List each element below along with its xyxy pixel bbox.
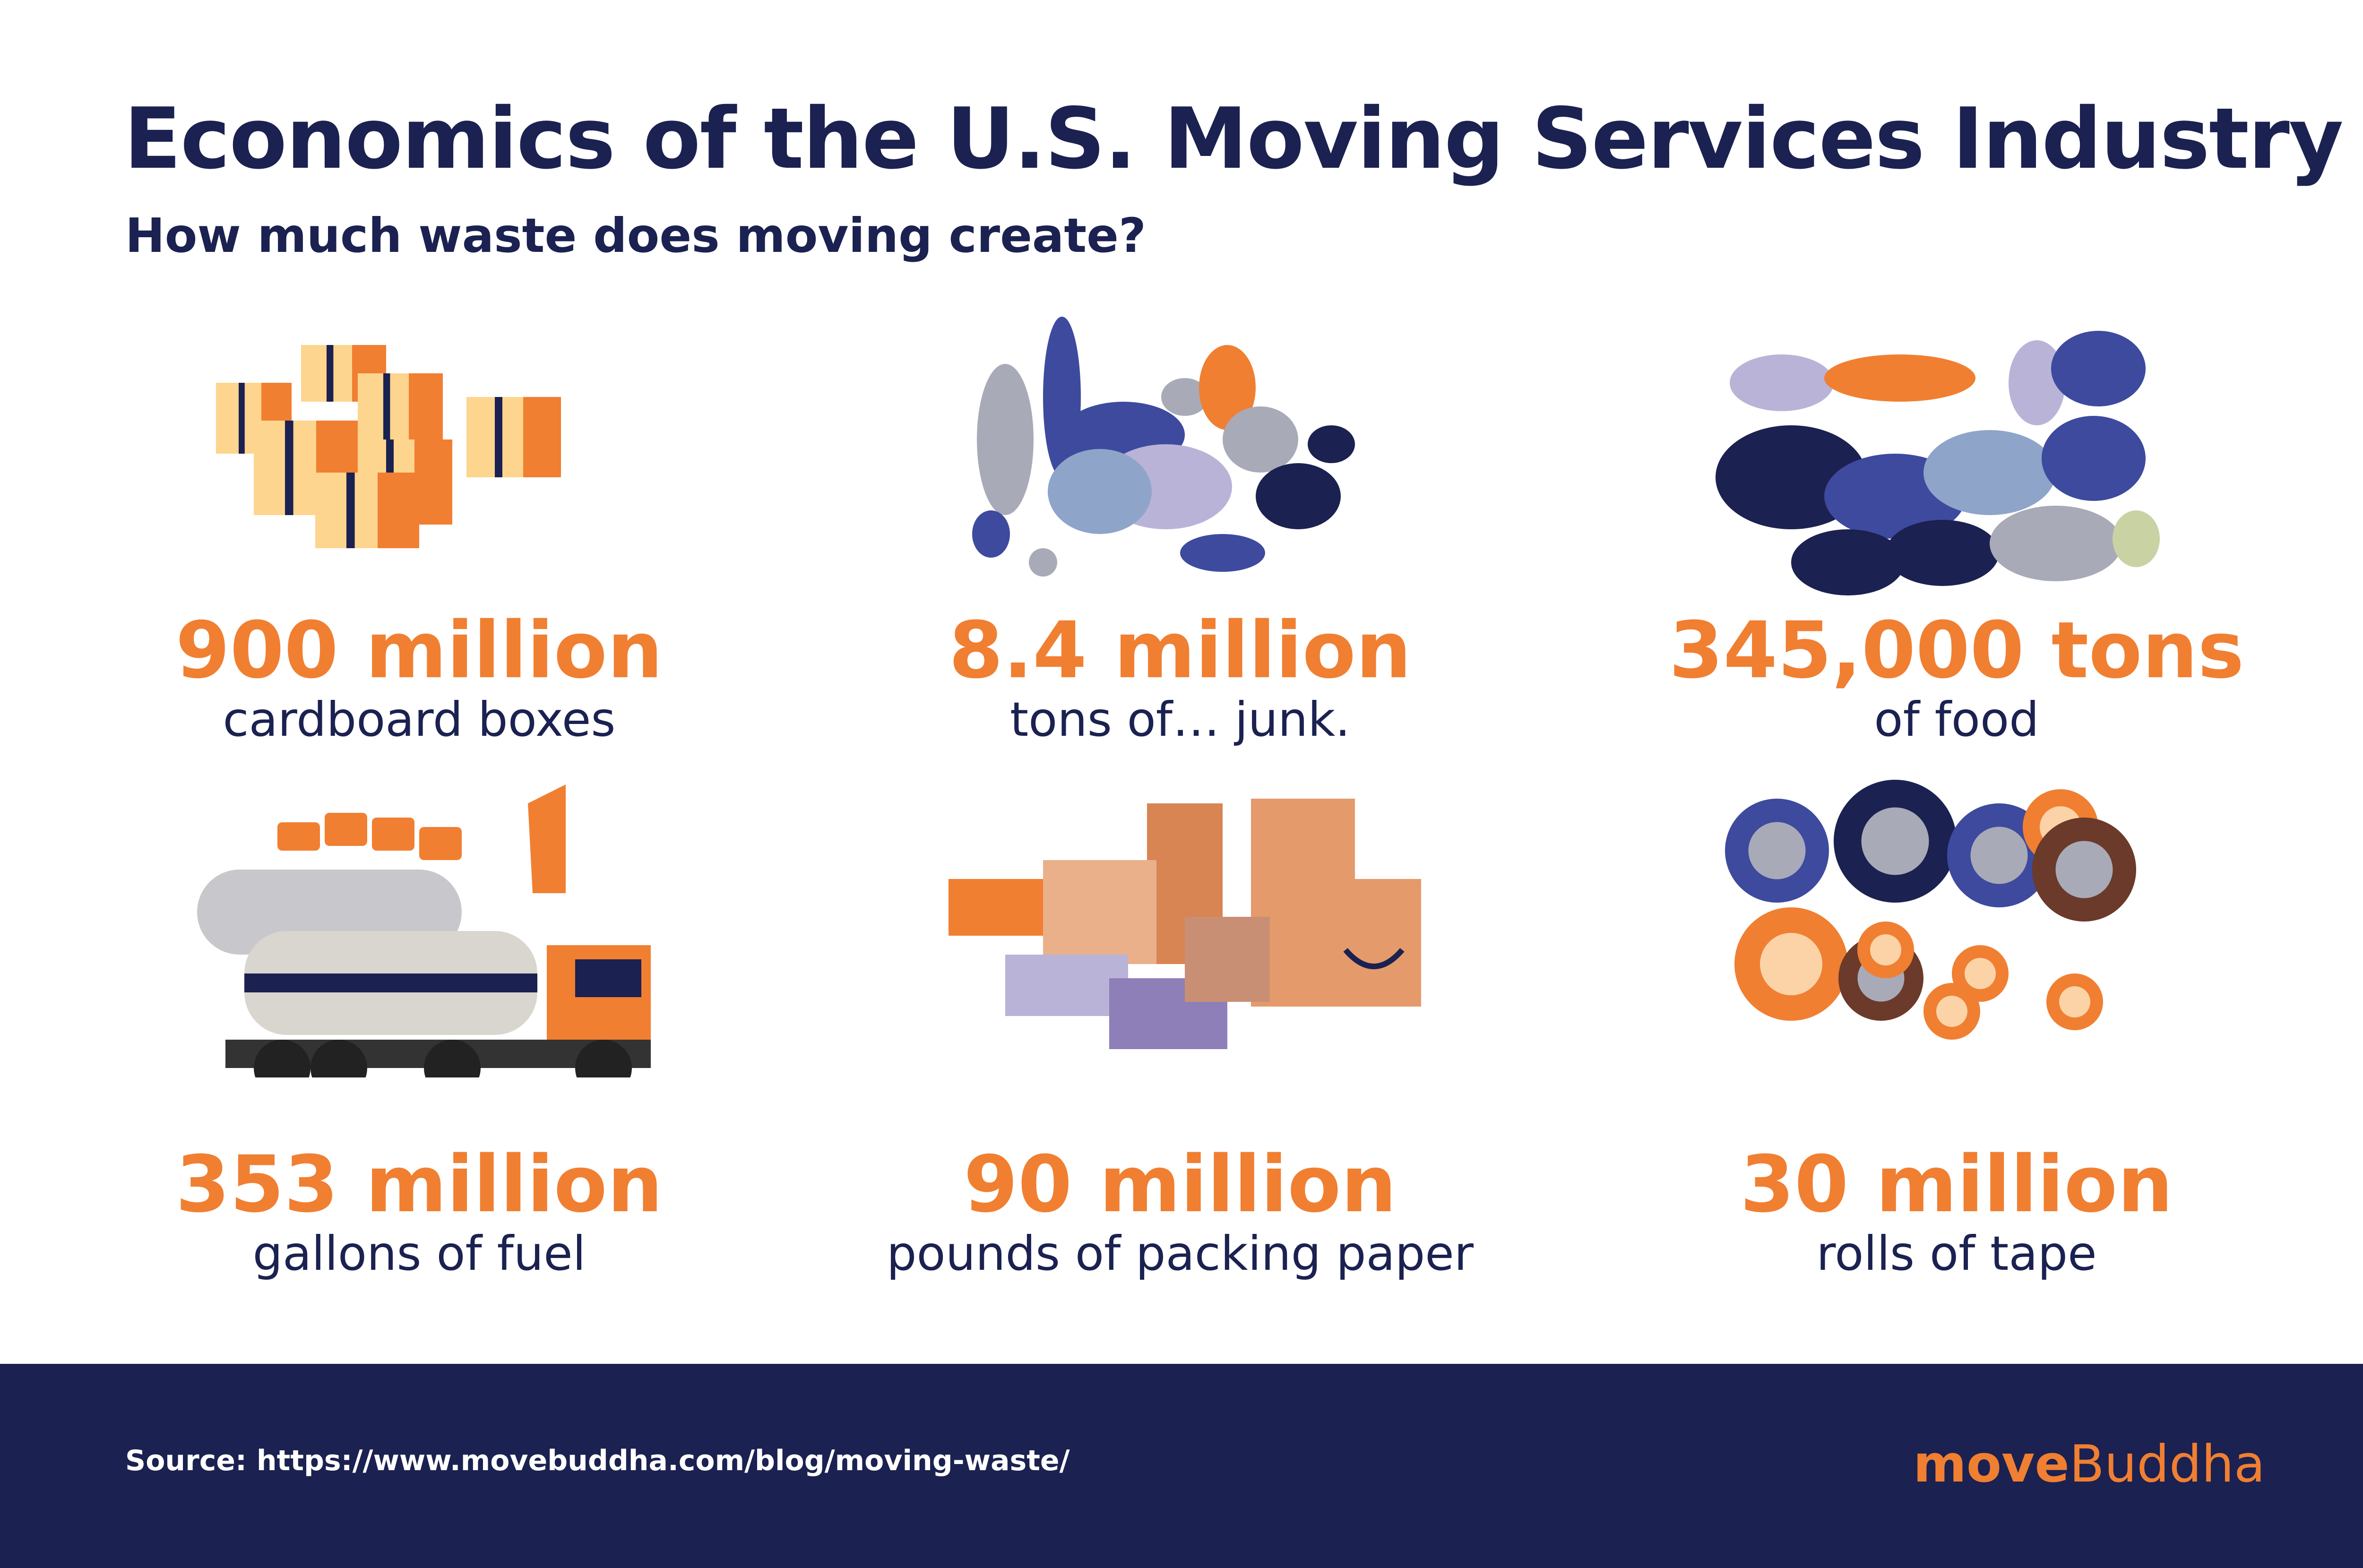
tape-core xyxy=(1965,958,1996,989)
brand-suffix: Buddha xyxy=(2069,1435,2265,1494)
food-item xyxy=(2051,331,2146,406)
box-tape xyxy=(383,373,390,439)
tape-core xyxy=(1870,934,1901,965)
stat-value: 90 million xyxy=(963,1139,1397,1230)
junk-item xyxy=(1180,534,1265,572)
junk-item xyxy=(1029,548,1057,577)
illustration xyxy=(1716,331,2160,595)
food-item xyxy=(1923,430,2056,515)
stat-value: 8.4 million xyxy=(949,605,1412,696)
box-side xyxy=(409,373,443,439)
tape-core xyxy=(1936,996,1967,1027)
wheel xyxy=(254,1040,310,1077)
stat: 353 million gallons of fuel xyxy=(65,1139,774,1282)
package xyxy=(1185,917,1270,1002)
illustration xyxy=(949,799,1421,1049)
tape-core xyxy=(1861,807,1929,875)
cab-window xyxy=(575,959,641,997)
food-item xyxy=(1990,506,2122,581)
junk-item xyxy=(972,510,1010,558)
junk-item xyxy=(1223,406,1298,473)
title: Economics of the U.S. Moving Services In… xyxy=(124,90,2344,188)
food-item xyxy=(1730,354,1834,411)
barrel xyxy=(419,827,462,860)
wheel xyxy=(424,1040,481,1077)
food-item xyxy=(1791,529,1905,595)
stat-value: 345,000 tons xyxy=(1669,605,2244,696)
box-tape xyxy=(239,383,245,454)
illustration xyxy=(972,317,1355,577)
box-side xyxy=(523,397,561,477)
stat-value: 353 million xyxy=(175,1139,663,1230)
illustration xyxy=(216,345,561,548)
footer: Source: https://www.movebuddha.com/blog/… xyxy=(0,1364,2363,1568)
food-item xyxy=(2009,340,2065,425)
nozzle xyxy=(528,784,566,893)
food-item xyxy=(2113,510,2160,567)
junk-item xyxy=(1161,378,1208,416)
package xyxy=(1043,860,1156,964)
box-tape xyxy=(285,421,293,515)
stat-label: gallons of fuel xyxy=(252,1226,586,1282)
bag-smile xyxy=(1343,948,1405,969)
barrel xyxy=(325,813,367,846)
illustration xyxy=(1725,780,2136,1040)
subtitle: How much waste does moving create? xyxy=(125,208,1147,263)
junk-item xyxy=(1048,449,1152,534)
illustration xyxy=(197,784,651,1077)
junk-item xyxy=(977,364,1034,515)
tape-core xyxy=(1760,933,1822,995)
stat-label: cardboard boxes xyxy=(223,692,616,748)
wheel xyxy=(310,1040,367,1077)
food-item xyxy=(1824,354,1975,402)
junk-item xyxy=(1199,345,1256,430)
tape-core xyxy=(2055,841,2113,898)
package xyxy=(1327,879,1421,1007)
barrel xyxy=(372,818,414,851)
stat: 8.4 million tons of… junk. xyxy=(826,605,1535,748)
stat-label: tons of… junk. xyxy=(1009,692,1351,748)
tank-stripe xyxy=(244,974,537,992)
stat-label: pounds of packing paper xyxy=(887,1226,1474,1282)
tape-core xyxy=(2059,986,2090,1017)
stat-label: of food xyxy=(1874,692,2039,748)
brand-logo: moveBuddha xyxy=(1913,1435,2265,1494)
brand-prefix: move xyxy=(1913,1435,2070,1494)
food-item xyxy=(1886,520,1999,586)
junk-item xyxy=(1256,463,1341,529)
stat-label: rolls of tape xyxy=(1816,1226,2097,1282)
stat: 30 million rolls of tape xyxy=(1602,1139,2311,1282)
stat: 900 million cardboard boxes xyxy=(65,605,774,748)
stat: 90 million pounds of packing paper xyxy=(826,1139,1535,1282)
stat: 345,000 tons of food xyxy=(1602,605,2311,748)
junk-item xyxy=(1308,425,1355,463)
source: Source: https://www.movebuddha.com/blog/… xyxy=(125,1444,1070,1477)
box-tape xyxy=(495,397,502,477)
stat-value: 30 million xyxy=(1740,1139,2173,1230)
box-tape xyxy=(346,473,355,548)
stat-value: 900 million xyxy=(175,605,663,696)
tape-core xyxy=(1748,822,1806,879)
barrel xyxy=(277,822,320,851)
box-tape xyxy=(327,345,334,402)
box-side xyxy=(378,473,419,548)
package xyxy=(1005,955,1128,1016)
wheel xyxy=(575,1040,632,1077)
food-item xyxy=(2042,416,2146,501)
box-side xyxy=(414,439,452,525)
tape-core xyxy=(1970,827,2028,884)
